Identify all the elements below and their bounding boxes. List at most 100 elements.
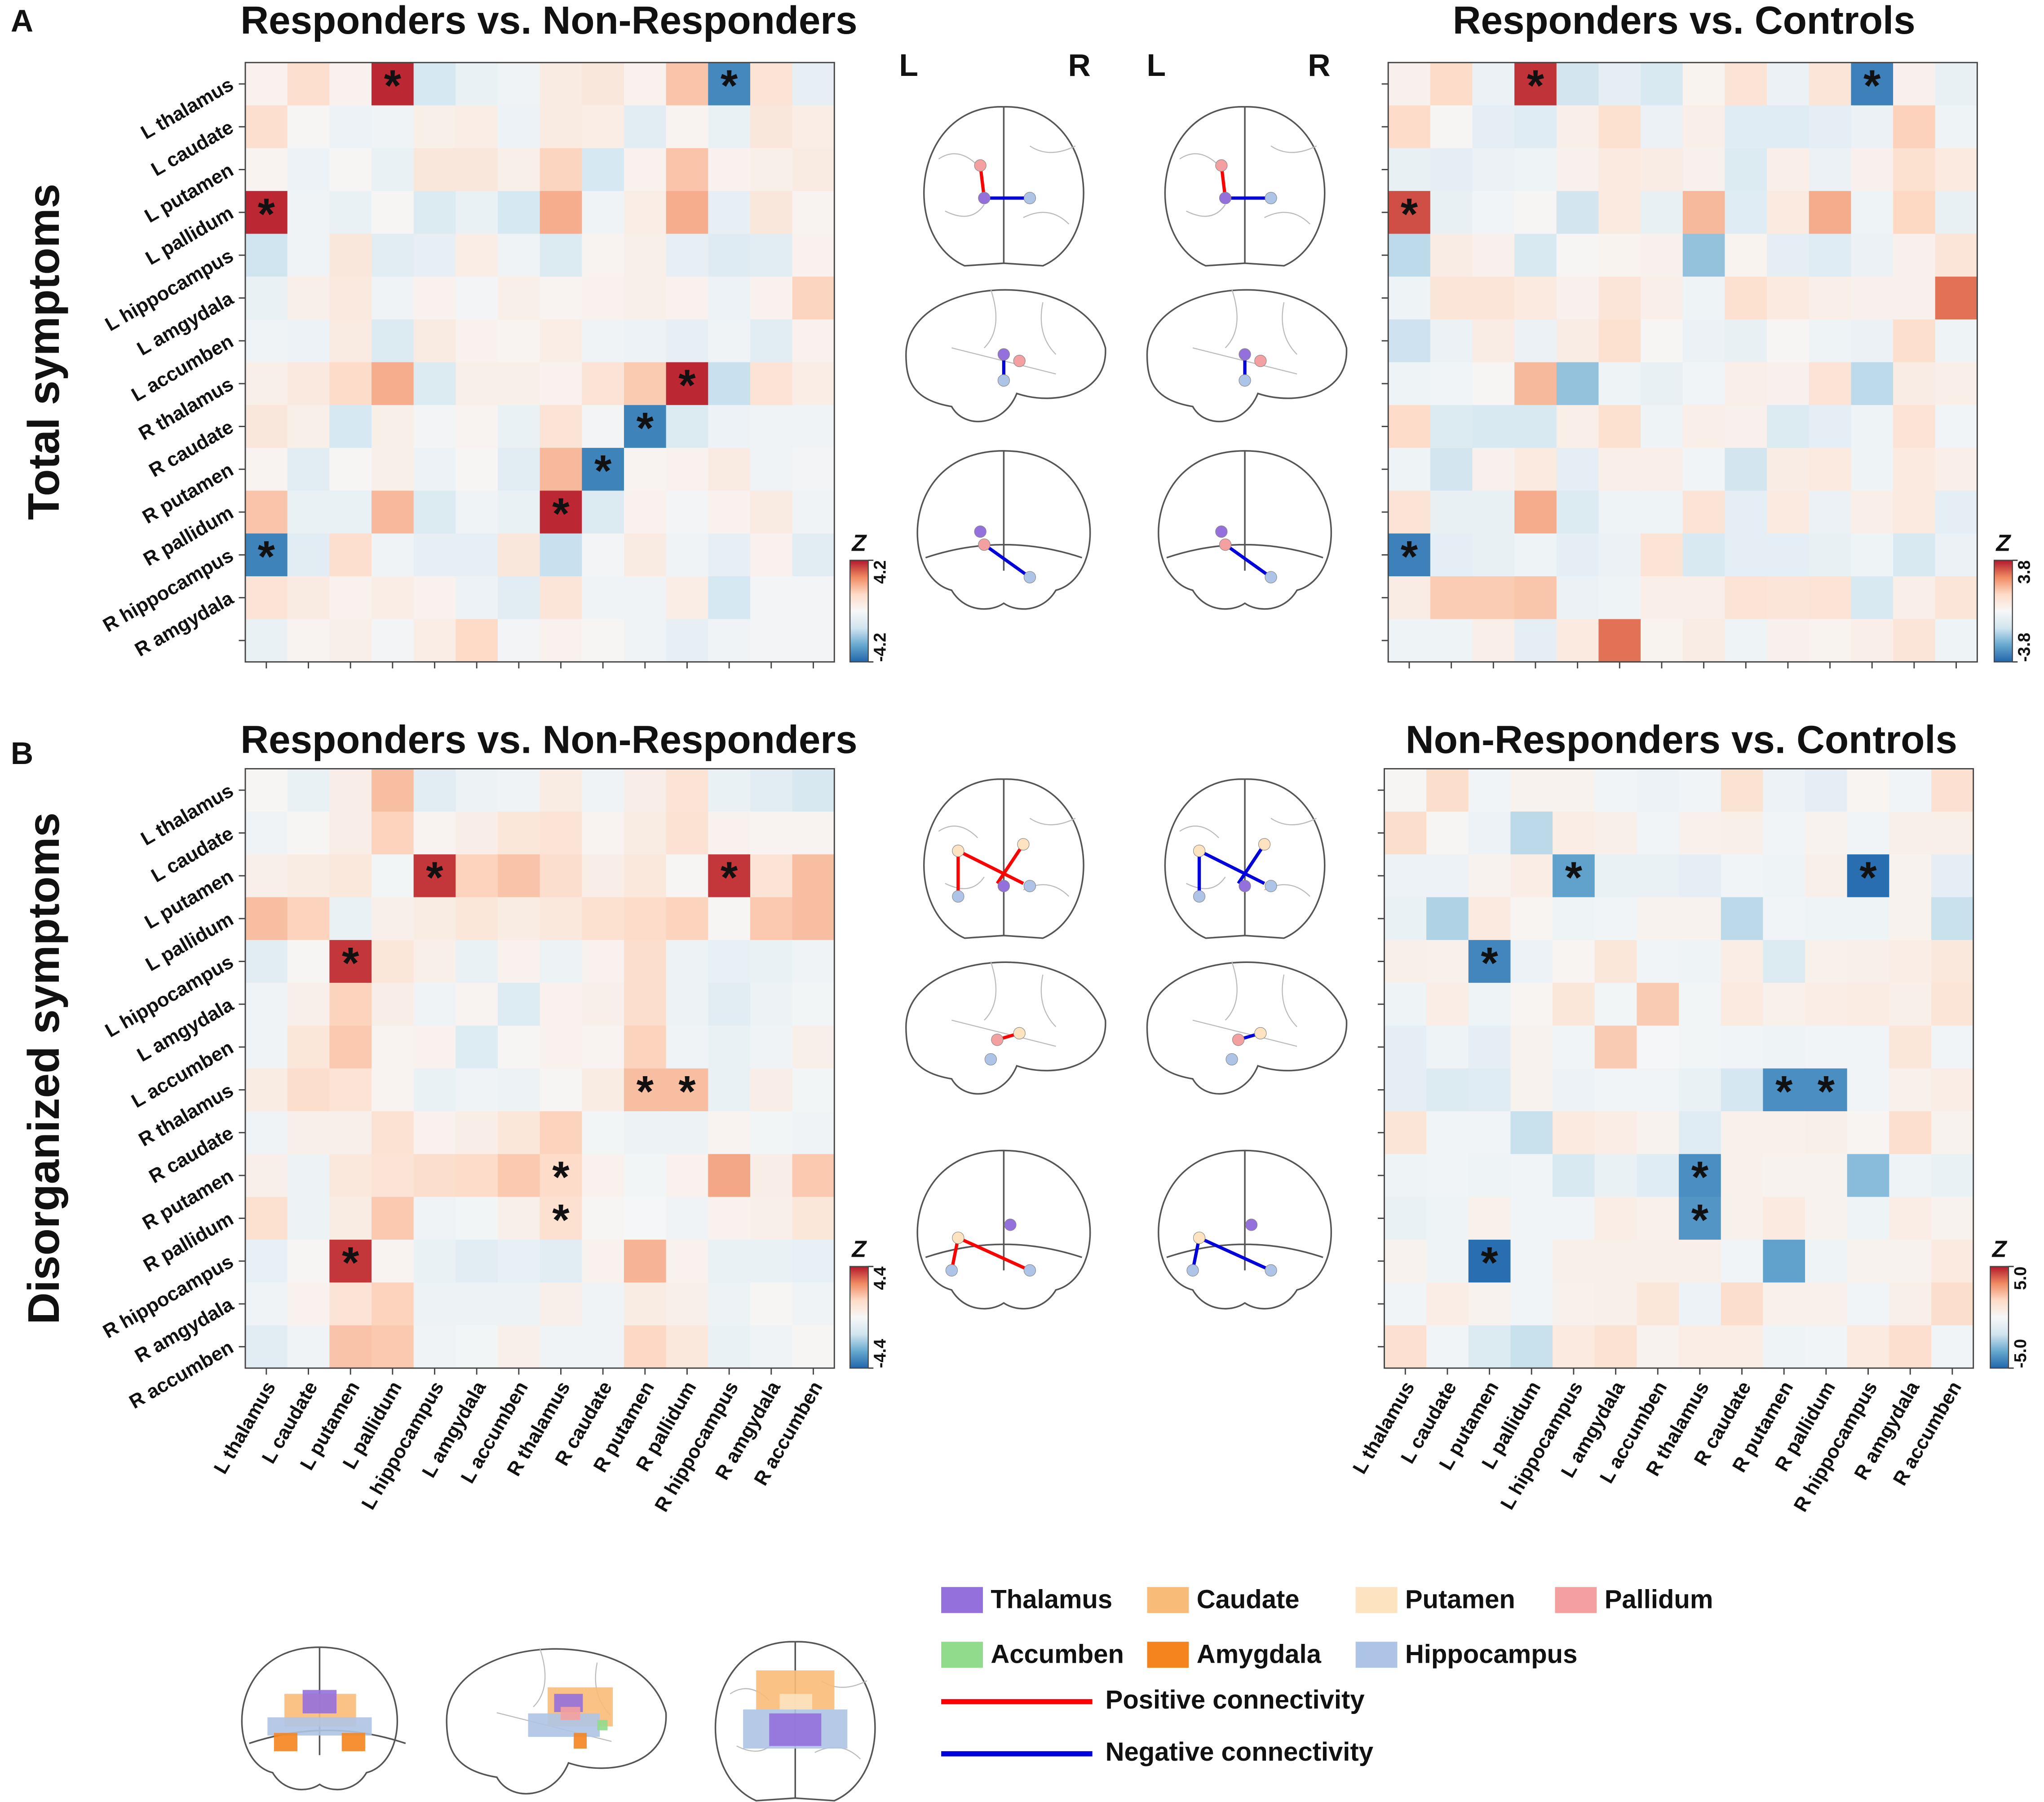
heatmap-cell [1514,105,1557,149]
region-node [1232,1034,1245,1046]
heatmap-cell [540,319,583,363]
heatmap-cell [624,62,667,106]
heatmap-cell [245,62,288,106]
heatmap-cell [1594,1325,1637,1369]
heatmap-cell [1763,1111,1806,1155]
heatmap-cell [624,533,667,577]
heatmap-cell [1384,897,1427,941]
heatmap-cell [750,940,793,984]
heatmap-cell [540,983,583,1026]
heatmap-cell [582,148,625,192]
region-blob [779,1694,812,1710]
heatmap-cell [624,405,667,449]
heatmap-cell [1553,768,1595,813]
heatmap-cell [1721,983,1764,1026]
heatmap-cell [1725,490,1768,534]
heatmap-cell [1889,854,1932,898]
heatmap-cell [1472,576,1515,620]
heatmap-cell [1805,1325,1848,1369]
heatmap-cell [792,62,835,106]
heatmap-cell [792,405,835,449]
heatmap-cell [1426,1240,1469,1283]
heatmap-cell [456,148,499,192]
significance-marker: * [637,1067,654,1116]
heatmap-cell [372,619,414,662]
heatmap-cell [624,319,667,363]
heatmap-cell [1388,319,1431,363]
heatmap-cell [245,1154,288,1197]
brain-fold [730,1680,867,1760]
heatmap-cell [1725,234,1768,277]
region-node [997,348,1010,361]
heatmap-cell [1556,191,1599,234]
heatmap-cell [245,533,288,577]
significance-marker: * [721,61,738,110]
heatmap-cell [372,1068,414,1112]
heatmap-cell [497,897,540,941]
significance-marker: * [426,852,443,902]
heatmap-cell [1763,1068,1806,1112]
region-node [1226,1053,1238,1066]
heatmap-cell [413,1111,456,1155]
heatmap-cell [1682,533,1725,577]
heatmap-cell [582,276,625,320]
heatmap-cell [329,897,372,941]
heatmap-cell [1767,533,1810,577]
heatmap-cell [792,1240,835,1283]
heatmap-cell [1556,148,1599,192]
heatmap-cell [666,1282,709,1326]
heatmap-cell [413,490,456,534]
heatmap-cell [1472,619,1515,662]
heatmap-cell [1384,1068,1427,1112]
heatmap-cell [456,897,499,941]
heatmap-cell [750,1068,793,1112]
heatmap-cell [1931,854,1974,898]
heatmap-cell [497,619,540,662]
heatmap-cell [287,1240,330,1283]
heatmap-cell [413,62,456,106]
heatmap-cell [750,276,793,320]
heatmap-cell [1763,1025,1806,1069]
heatmap-cell [1931,1068,1974,1112]
heatmap-cell [372,940,414,984]
heatmap-cell [1682,405,1725,449]
region-node [1004,1219,1017,1231]
heatmap-cell [792,768,835,813]
heatmap-cell [1721,1240,1764,1283]
heatmap-cell [1893,533,1936,577]
significance-marker: * [1775,1067,1793,1116]
heatmap-cell [540,533,583,577]
heatmap-cell [413,811,456,855]
heatmap-frame [244,768,835,1369]
heatmap-cell [1721,1025,1764,1069]
heatmap-cell [1510,1068,1553,1112]
heatmap-cell [497,362,540,406]
heatmap-cell [540,1068,583,1112]
heatmap-cell [666,276,709,320]
heatmap-cell [1514,405,1557,449]
heatmap-cell [540,448,583,491]
heatmap-cell [1682,148,1725,192]
heatmap-cell [456,1240,499,1283]
heatmap-cell [245,1068,288,1112]
heatmap-cell [708,276,751,320]
heatmap-cell [1472,448,1515,491]
heatmap-cell [582,405,625,449]
heatmap-cell [1847,1025,1890,1069]
significance-marker: * [384,61,402,110]
heatmap-cell [1721,1282,1764,1326]
colorbar-tick-label: -3.8 [2015,633,2034,662]
heatmap-cell [287,1154,330,1197]
heatmap-cell [1388,276,1431,320]
heatmap-cell [1851,490,1894,534]
significance-marker: * [637,403,654,453]
heatmap-cell [1598,319,1641,363]
connection [1198,849,1265,885]
heatmap-cell [287,62,330,106]
heatmap-cell [792,897,835,941]
heatmap-cell [1935,490,1978,534]
heatmap-cell [1721,897,1764,941]
heatmap-cell [1553,1068,1595,1112]
heatmap-cell [1553,1282,1595,1326]
heatmap-cell [245,191,288,234]
